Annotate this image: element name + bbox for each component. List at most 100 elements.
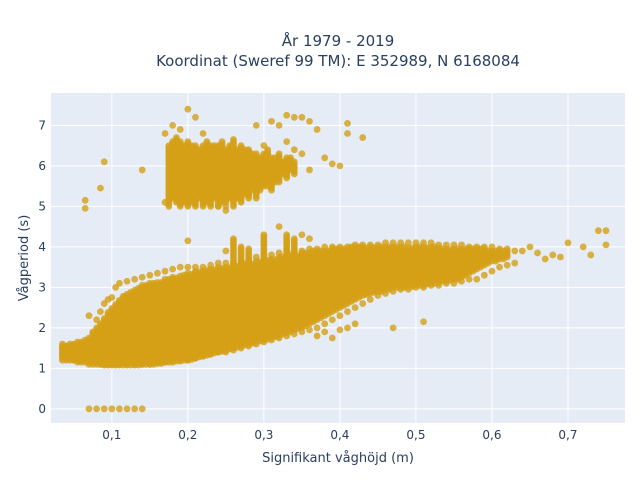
data-point: [306, 326, 313, 334]
data-point: [321, 328, 329, 336]
data-point: [412, 239, 420, 247]
data-point: [496, 263, 503, 271]
data-point: [344, 119, 351, 127]
x-tick-label: 0,5: [406, 428, 425, 442]
data-point: [290, 158, 298, 166]
data-point: [245, 255, 253, 263]
data-point: [214, 348, 222, 356]
y-tick-label: 7: [38, 118, 46, 132]
data-point: [184, 170, 192, 178]
data-point: [252, 121, 260, 129]
data-point: [435, 281, 443, 289]
data-point: [222, 207, 230, 214]
data-point: [268, 166, 275, 174]
data-point: [321, 243, 329, 251]
data-point: [214, 146, 222, 154]
data-point: [245, 190, 253, 198]
data-point: [199, 263, 207, 271]
data-point: [404, 239, 412, 247]
data-point: [518, 247, 526, 255]
data-point: [351, 320, 359, 328]
data-point: [192, 194, 199, 202]
data-point: [116, 279, 123, 287]
data-point: [169, 121, 177, 129]
data-point: [382, 290, 389, 297]
data-point: [93, 316, 101, 324]
data-point: [366, 296, 374, 303]
data-point: [526, 243, 534, 251]
data-point: [214, 202, 222, 210]
y-tick-label: 1: [38, 361, 46, 375]
data-point: [184, 263, 192, 271]
data-point: [108, 294, 116, 301]
data-point: [549, 251, 557, 259]
data-point: [473, 275, 481, 283]
data-point: [336, 162, 344, 170]
data-point: [214, 259, 222, 267]
data-point: [161, 198, 169, 206]
data-point: [298, 113, 306, 121]
data-point: [366, 241, 374, 249]
data-point: [207, 350, 215, 358]
data-point: [420, 239, 427, 247]
data-point: [97, 184, 104, 192]
data-point: [579, 243, 587, 251]
data-point: [306, 117, 313, 125]
data-point: [458, 277, 465, 285]
data-point: [268, 251, 275, 259]
data-point: [359, 241, 367, 249]
data-point: [222, 348, 230, 356]
data-point: [161, 130, 169, 137]
data-point: [184, 237, 192, 245]
data-point: [237, 182, 245, 190]
data-point: [397, 239, 405, 247]
data-point: [541, 255, 549, 263]
data-point: [442, 241, 450, 249]
data-point: [397, 285, 405, 293]
data-point: [594, 227, 602, 235]
x-axis-title: Signifikant våghöjd (m): [262, 451, 414, 466]
data-point: [290, 146, 298, 154]
data-point: [138, 405, 146, 413]
data-point: [154, 358, 161, 366]
data-point: [131, 275, 139, 283]
data-point: [245, 342, 253, 350]
data-point: [556, 253, 564, 261]
data-point: [116, 360, 123, 368]
data-point: [275, 249, 283, 257]
data-point: [283, 247, 291, 255]
chart-title-line-1: År 1979 - 2019: [282, 31, 395, 50]
data-point: [207, 182, 215, 190]
data-point: [450, 241, 458, 249]
data-point: [81, 350, 89, 358]
data-point: [230, 259, 237, 267]
data-point: [374, 292, 382, 299]
data-point: [298, 150, 306, 158]
data-point: [138, 273, 146, 281]
data-point: [230, 346, 237, 354]
data-point: [237, 344, 245, 352]
data-point: [465, 275, 473, 283]
x-tick-label: 0,6: [482, 428, 501, 442]
y-tick-label: 0: [38, 402, 46, 416]
data-point: [199, 130, 207, 137]
data-point: [344, 130, 351, 137]
data-point: [313, 126, 321, 133]
data-point: [154, 269, 161, 277]
data-point: [245, 150, 253, 158]
data-point: [503, 261, 511, 269]
data-point: [283, 231, 291, 239]
data-point: [359, 300, 367, 307]
data-point: [313, 245, 321, 253]
data-point: [283, 138, 291, 145]
data-point: [207, 261, 215, 269]
data-point: [260, 251, 268, 259]
data-point: [389, 324, 397, 332]
data-point: [131, 405, 139, 413]
data-point: [123, 277, 131, 285]
data-point: [97, 308, 104, 316]
chart-title-line-2: Koordinat (Sweref 99 TM): E 352989, N 61…: [156, 52, 520, 70]
data-point: [161, 358, 169, 366]
data-point: [230, 170, 237, 178]
data-point: [123, 360, 131, 368]
